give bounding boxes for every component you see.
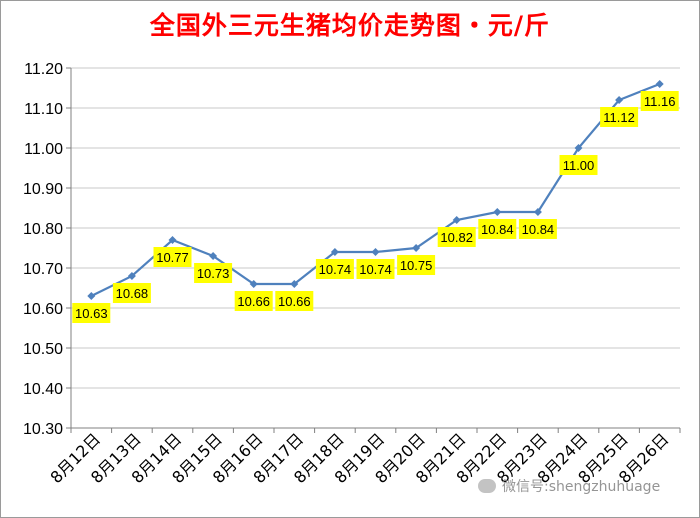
data-label-bg <box>315 259 354 279</box>
data-point <box>209 252 218 260</box>
data-label-bg <box>518 219 557 239</box>
data-label-bg <box>559 155 598 175</box>
wechat-icon <box>478 479 496 493</box>
y-tick-label: 10.70 <box>23 261 63 278</box>
y-tick-label: 10.50 <box>23 341 63 358</box>
data-label-bg <box>640 91 679 111</box>
y-tick-label: 10.80 <box>23 221 63 238</box>
data-label-bg <box>478 219 517 239</box>
data-label: 10.75 <box>400 258 433 273</box>
data-point <box>533 208 542 216</box>
y-tick-label: 11.00 <box>24 141 63 158</box>
data-label-bg <box>275 291 314 311</box>
data-point <box>615 96 624 104</box>
data-label: 10.66 <box>237 294 270 309</box>
data-label-bg <box>397 255 436 275</box>
data-label-bg <box>153 247 192 267</box>
data-label: 11.12 <box>603 110 635 125</box>
data-label-bg <box>194 263 233 283</box>
data-label: 11.00 <box>563 158 595 173</box>
data-label: 10.82 <box>440 230 473 245</box>
data-point <box>655 80 664 88</box>
data-point <box>574 144 583 152</box>
data-label: 10.84 <box>481 222 514 237</box>
data-label: 10.77 <box>156 250 189 265</box>
data-label: 10.68 <box>116 286 149 301</box>
watermark-text: 微信号:shengzhuhuage <box>502 479 661 495</box>
data-label-bg <box>72 303 111 323</box>
chart-title: 全国外三元生猪均价走势图・元/斤 <box>149 11 551 40</box>
data-label-bg <box>600 107 639 127</box>
data-point <box>493 208 502 216</box>
data-point <box>330 248 339 256</box>
data-label-bg <box>112 283 151 303</box>
watermark: 微信号:shengzhuhuage <box>478 476 660 496</box>
y-tick-label: 10.40 <box>23 381 63 398</box>
data-point <box>87 292 96 300</box>
data-point <box>127 272 136 280</box>
data-label: 10.66 <box>278 294 311 309</box>
data-point <box>371 248 380 256</box>
data-point <box>412 244 421 252</box>
y-tick-label: 11.10 <box>24 101 63 118</box>
data-point <box>168 236 177 244</box>
y-tick-label: 10.90 <box>23 181 63 198</box>
data-label: 10.73 <box>197 266 230 281</box>
data-point <box>452 216 461 224</box>
y-tick-label: 10.30 <box>23 421 63 438</box>
data-label: 10.84 <box>522 222 555 237</box>
data-label-bg <box>437 227 476 247</box>
y-tick-label: 10.60 <box>23 301 63 318</box>
data-point <box>290 280 299 288</box>
data-label: 10.63 <box>75 306 108 321</box>
y-tick-label: 11.20 <box>24 61 63 78</box>
data-label: 11.16 <box>644 94 676 109</box>
data-label: 10.74 <box>359 262 392 277</box>
data-label-bg <box>234 291 273 311</box>
data-label: 10.74 <box>319 262 352 277</box>
data-point <box>249 280 258 288</box>
data-label-bg <box>356 259 395 279</box>
